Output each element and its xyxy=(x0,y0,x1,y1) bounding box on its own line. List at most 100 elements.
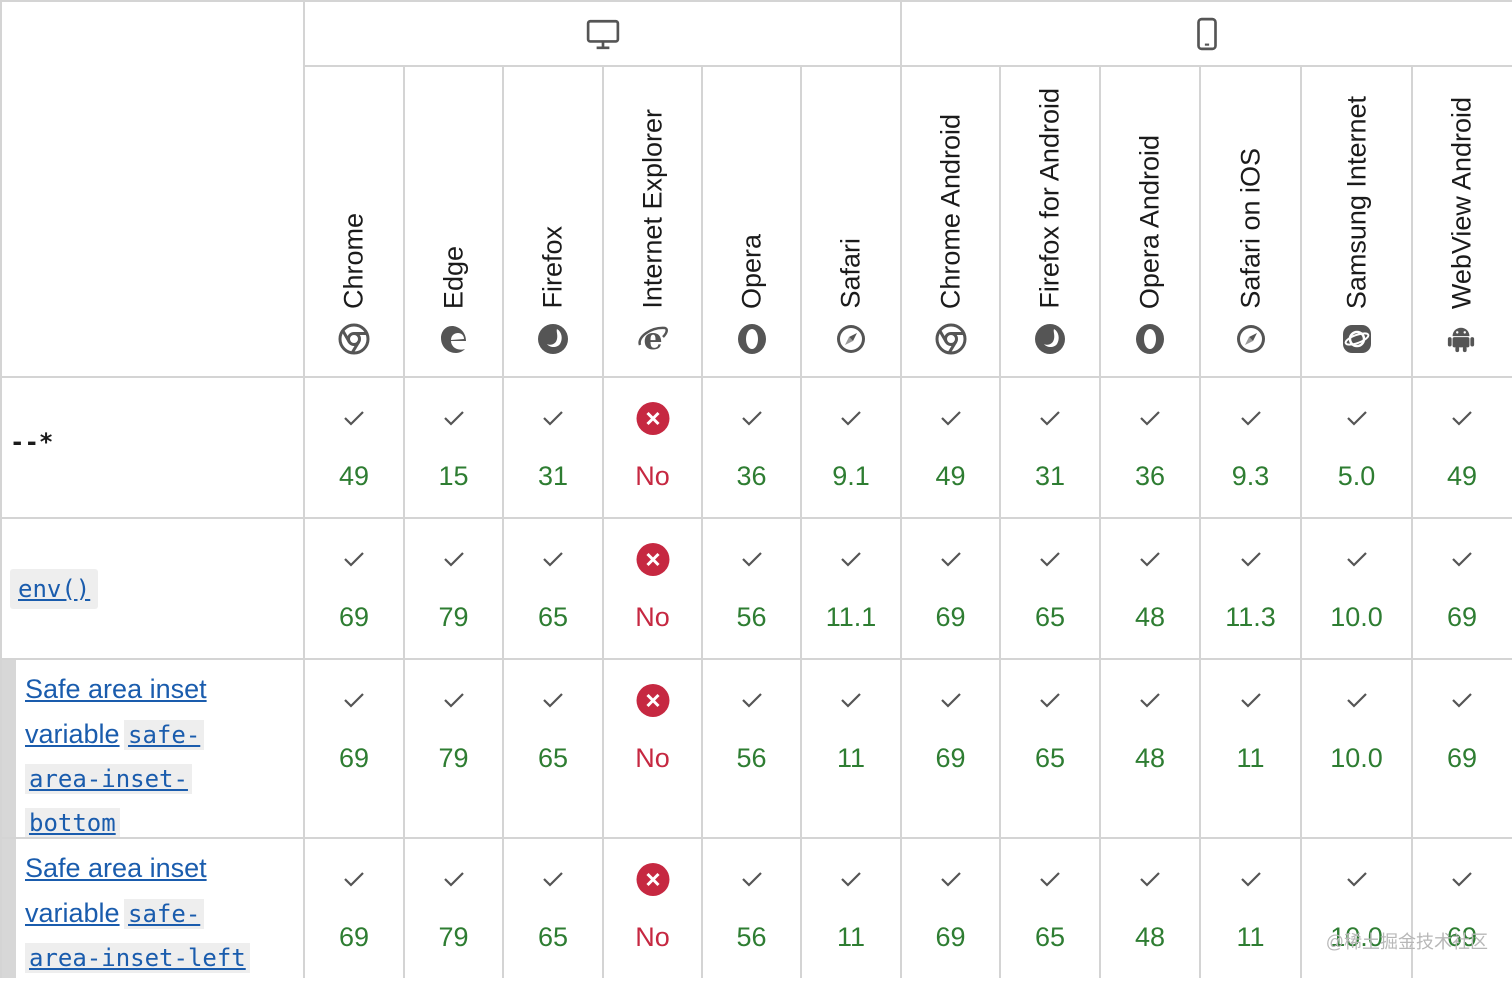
support-cell[interactable]: 11 xyxy=(801,659,901,838)
support-cell[interactable]: No xyxy=(603,659,702,838)
check-icon xyxy=(1039,409,1061,427)
chrome-icon xyxy=(935,323,967,355)
support-cell[interactable]: 56 xyxy=(702,518,801,659)
support-cell[interactable]: 9.1 xyxy=(801,377,901,518)
version-label: 65 xyxy=(1034,743,1066,773)
feature-link[interactable]: Safe area inset variable xyxy=(25,674,207,749)
support-cell[interactable]: 79 xyxy=(404,659,503,838)
support-cell[interactable]: 10.0 xyxy=(1301,659,1412,838)
version-label: 56 xyxy=(736,922,767,952)
version-label: 49 xyxy=(338,461,370,491)
browser-header-samsung-internet: Samsung Internet xyxy=(1301,66,1412,377)
support-cell[interactable]: 69 xyxy=(1412,838,1512,978)
support-cell[interactable]: 48 xyxy=(1100,838,1200,978)
version-label: 69 xyxy=(1446,922,1478,952)
support-cell[interactable]: 11 xyxy=(1200,838,1301,978)
opera-icon xyxy=(1134,323,1166,355)
table-top-border xyxy=(0,0,1512,2)
unsupported-icon xyxy=(636,863,669,896)
edge-icon xyxy=(438,323,470,355)
support-cell[interactable]: 69 xyxy=(901,518,1000,659)
version-label: 69 xyxy=(935,602,966,632)
browser-header-opera-android: Opera Android xyxy=(1100,66,1200,377)
support-cell[interactable]: 31 xyxy=(1000,377,1100,518)
column-divider xyxy=(0,0,2,978)
support-cell[interactable]: 10.0 xyxy=(1301,518,1412,659)
version-label: 9.1 xyxy=(832,461,870,491)
support-cell[interactable]: 11.1 xyxy=(801,518,901,659)
support-cell[interactable]: 65 xyxy=(503,659,603,838)
check-icon xyxy=(940,550,962,568)
row-divider xyxy=(304,65,1512,67)
version-label: 56 xyxy=(736,743,767,773)
support-cell[interactable]: 49 xyxy=(304,377,404,518)
support-cell[interactable]: 11 xyxy=(1200,659,1301,838)
support-cell[interactable]: 69 xyxy=(1412,518,1512,659)
version-label: 69 xyxy=(935,922,966,952)
support-cell[interactable]: No xyxy=(603,518,702,659)
version-label: No xyxy=(635,922,670,952)
support-cell[interactable]: 48 xyxy=(1100,659,1200,838)
support-cell[interactable]: 56 xyxy=(702,838,801,978)
check-icon xyxy=(1139,550,1161,568)
support-cell[interactable]: 69 xyxy=(304,838,404,978)
unsupported-icon xyxy=(636,684,669,717)
support-cell[interactable]: 69 xyxy=(304,659,404,838)
support-cell[interactable]: No xyxy=(603,377,702,518)
check-icon xyxy=(1451,409,1473,427)
feature-accent-bar xyxy=(0,838,16,978)
support-cell[interactable]: 69 xyxy=(1412,659,1512,838)
feature-code[interactable]: safe- xyxy=(124,720,205,750)
version-label: 56 xyxy=(736,602,767,632)
support-cell[interactable]: 79 xyxy=(404,518,503,659)
support-cell[interactable]: 79 xyxy=(404,838,503,978)
support-cell[interactable]: 10.0 xyxy=(1301,838,1412,978)
support-cell[interactable]: 11.3 xyxy=(1200,518,1301,659)
version-label: 31 xyxy=(537,461,569,491)
version-label: 65 xyxy=(1034,602,1066,632)
support-cell[interactable]: 11 xyxy=(801,838,901,978)
browser-name: Internet Explorer xyxy=(637,109,667,309)
row-divider xyxy=(0,837,1512,839)
version-label: 36 xyxy=(736,461,767,491)
feature-code[interactable]: safe- xyxy=(124,899,205,929)
check-icon xyxy=(1451,691,1473,709)
browser-name: Samsung Internet xyxy=(1341,95,1371,309)
support-cell[interactable]: 36 xyxy=(702,377,801,518)
check-icon xyxy=(940,691,962,709)
unsupported-icon xyxy=(636,543,669,576)
support-cell[interactable]: 36 xyxy=(1100,377,1200,518)
feature-link-env[interactable]: env() xyxy=(10,568,99,609)
support-cell[interactable]: 49 xyxy=(901,377,1000,518)
support-cell[interactable]: 5.0 xyxy=(1301,377,1412,518)
support-cell[interactable]: 65 xyxy=(1000,659,1100,838)
support-cell[interactable]: 48 xyxy=(1100,518,1200,659)
support-cell[interactable]: 69 xyxy=(304,518,404,659)
version-label: 31 xyxy=(1034,461,1066,491)
support-cell[interactable]: 15 xyxy=(404,377,503,518)
version-label: 69 xyxy=(1446,743,1478,773)
feature-code[interactable]: area-inset- xyxy=(25,764,192,794)
android-icon xyxy=(1446,323,1478,355)
feature-code[interactable]: bottom xyxy=(25,808,120,838)
feature-link[interactable]: Safe area inset variable xyxy=(25,853,207,928)
support-cell[interactable]: No xyxy=(603,838,702,978)
support-cell[interactable]: 49 xyxy=(1412,377,1512,518)
support-cell[interactable]: 56 xyxy=(702,659,801,838)
check-icon xyxy=(840,409,862,427)
support-cell[interactable]: 69 xyxy=(901,659,1000,838)
support-cell[interactable]: 65 xyxy=(1000,518,1100,659)
support-cell[interactable]: 65 xyxy=(503,518,603,659)
support-cell[interactable]: 65 xyxy=(1000,838,1100,978)
feature-code[interactable]: area-inset-left xyxy=(25,943,250,973)
support-cell[interactable]: 65 xyxy=(503,838,603,978)
support-cell[interactable]: 69 xyxy=(901,838,1000,978)
check-icon xyxy=(443,870,465,888)
check-icon xyxy=(741,550,763,568)
support-cell[interactable]: 31 xyxy=(503,377,603,518)
browser-header-edge: Edge xyxy=(404,66,503,377)
browser-header-chrome-android: Chrome Android xyxy=(901,66,1000,377)
support-cell[interactable]: 9.3 xyxy=(1200,377,1301,518)
check-icon xyxy=(840,870,862,888)
version-label: 48 xyxy=(1134,602,1166,632)
